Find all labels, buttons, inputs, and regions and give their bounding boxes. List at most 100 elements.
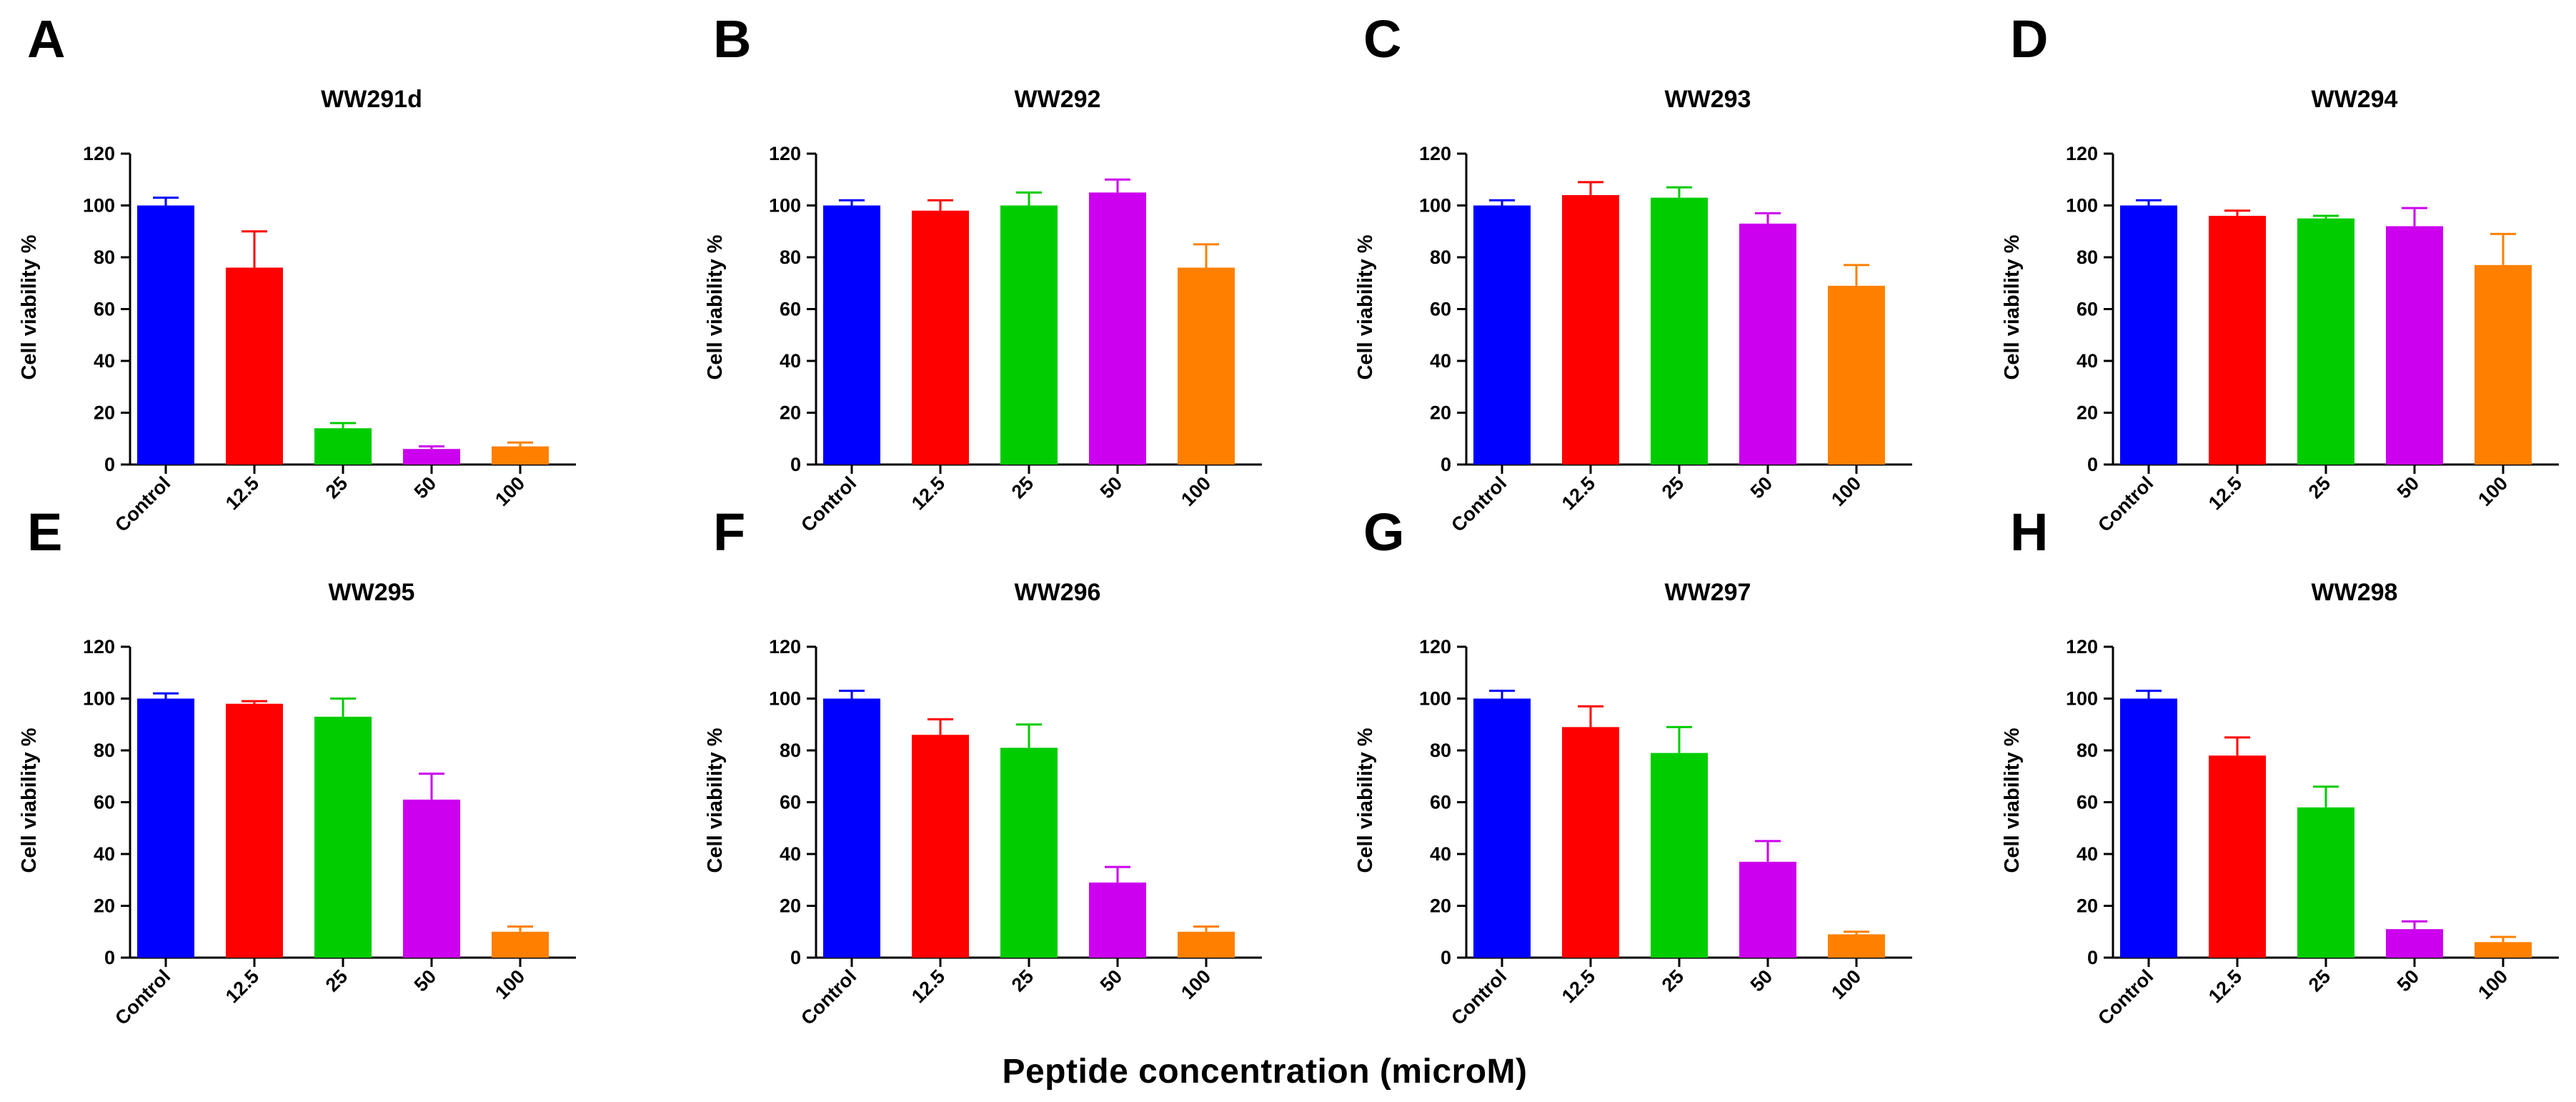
y-tick-label: 40 <box>780 350 801 372</box>
x-tick-label: 25 <box>2304 966 2334 996</box>
y-tick-label: 0 <box>104 947 115 968</box>
y-tick-label: 60 <box>1430 299 1451 320</box>
x-tick-label: Control <box>797 472 860 536</box>
y-tick-label: 60 <box>94 792 115 813</box>
bar <box>2475 264 2532 465</box>
bar <box>2209 755 2266 958</box>
y-axis-label: Cell viability % <box>704 728 727 873</box>
chart-panel-c: C WW293 Cell viability % 0 20 40 60 80 100 120 Con… <box>1354 9 1912 536</box>
bar <box>403 799 460 958</box>
bar <box>1828 934 1885 958</box>
x-tick-label: 25 <box>322 966 352 996</box>
bar <box>1089 192 1146 465</box>
y-tick-label: 20 <box>1430 895 1451 917</box>
bar <box>492 931 549 958</box>
x-tick-label: 50 <box>1096 472 1126 502</box>
y-tick-label: 40 <box>1430 843 1451 865</box>
x-tick-label: 12.5 <box>2204 966 2246 1007</box>
panel-letter: E <box>27 502 62 562</box>
chart-title: WW293 <box>1665 86 1751 113</box>
bar <box>2120 205 2177 465</box>
x-tick-label: 25 <box>322 472 352 502</box>
y-tick-label: 60 <box>94 299 115 320</box>
y-tick-label: 20 <box>94 402 115 424</box>
y-tick-label: 0 <box>790 947 801 968</box>
y-axis-label: Cell viability % <box>2001 728 2024 873</box>
y-tick-label: 20 <box>780 895 801 917</box>
bar <box>1473 698 1531 958</box>
y-tick-label: 60 <box>2077 792 2098 813</box>
x-tick-label: 25 <box>1658 472 1688 502</box>
y-tick-label: 120 <box>769 636 801 657</box>
y-tick-label: 60 <box>1430 792 1451 813</box>
x-tick-label: 12.5 <box>222 966 263 1007</box>
y-tick-label: 0 <box>1441 947 1451 968</box>
panel-letter: D <box>2010 9 2048 69</box>
x-tick-label: 12.5 <box>222 472 263 514</box>
chart-panel-g: G WW297 Cell viability % 0 20 40 60 80 100 120 Con… <box>1354 502 1912 1029</box>
y-tick-label: 120 <box>2066 636 2098 657</box>
y-tick-label: 80 <box>94 247 115 268</box>
y-axis-label: Cell viability % <box>704 234 727 379</box>
x-tick-label: 100 <box>2474 966 2512 1003</box>
x-tick-label: 50 <box>410 966 440 996</box>
x-tick-label: 50 <box>1746 472 1776 502</box>
y-tick-label: 20 <box>2077 895 2098 917</box>
bar <box>1000 748 1058 958</box>
y-tick-label: 40 <box>94 843 115 865</box>
y-tick-label: 80 <box>780 740 801 761</box>
bar <box>137 698 194 958</box>
bar <box>1562 195 1619 465</box>
y-tick-label: 120 <box>1419 143 1451 164</box>
y-tick-label: 100 <box>2066 195 2098 217</box>
y-tick-label: 100 <box>1419 688 1451 710</box>
bar <box>1178 931 1235 958</box>
y-tick-label: 20 <box>780 402 801 424</box>
chart-panel-a: A WW291d Cell viability % 0 20 40 60 80 100 120 Co… <box>18 9 576 536</box>
bar <box>2297 218 2354 465</box>
x-tick-label: Control <box>2094 966 2157 1029</box>
chart-title: WW297 <box>1665 579 1751 606</box>
chart-title: WW294 <box>2312 86 2398 113</box>
y-axis-label: Cell viability % <box>1354 728 1377 873</box>
y-tick-label: 100 <box>2066 688 2098 710</box>
bar <box>912 735 969 958</box>
y-tick-label: 0 <box>1441 454 1451 475</box>
panel-letter: A <box>27 9 65 69</box>
x-tick-label: 12.5 <box>2204 472 2246 514</box>
y-tick-label: 0 <box>2087 947 2098 968</box>
bar <box>1089 882 1146 958</box>
y-tick-label: 0 <box>2087 454 2098 475</box>
y-axis-label: Cell viability % <box>2001 234 2024 379</box>
x-tick-label: 12.5 <box>907 966 949 1007</box>
x-tick-label: Control <box>1447 472 1511 536</box>
chart-title: WW292 <box>1015 86 1101 113</box>
bar <box>823 698 880 958</box>
y-tick-label: 0 <box>790 454 801 475</box>
y-tick-label: 100 <box>83 195 115 217</box>
bar <box>2386 226 2443 465</box>
y-axis-label: Cell viability % <box>1354 234 1377 379</box>
x-tick-label: 100 <box>1827 472 1865 510</box>
bar <box>492 446 549 465</box>
x-tick-label: 50 <box>2393 966 2423 996</box>
x-tick-label: 50 <box>2393 472 2423 502</box>
x-tick-label: 100 <box>1827 966 1865 1003</box>
y-tick-label: 80 <box>1430 740 1451 761</box>
bar <box>2297 807 2354 958</box>
x-tick-label: 12.5 <box>1558 966 1599 1007</box>
y-tick-label: 20 <box>94 895 115 917</box>
y-axis-label: Cell viability % <box>18 234 41 379</box>
y-tick-label: 120 <box>83 143 115 164</box>
x-tick-label: 25 <box>1658 966 1688 996</box>
x-tick-label: 50 <box>410 472 440 502</box>
chart-panel-d: D WW294 Cell viability % 0 20 40 60 80 100 120 Con… <box>2001 9 2559 536</box>
x-tick-label: 100 <box>491 966 529 1003</box>
figure-x-axis-label: Peptide concentration (microM) <box>1002 1053 1527 1091</box>
y-tick-label: 40 <box>2077 350 2098 372</box>
bar <box>137 205 194 465</box>
y-tick-label: 120 <box>1419 636 1451 657</box>
y-tick-label: 80 <box>2077 740 2098 761</box>
x-tick-label: 25 <box>1008 966 1038 996</box>
x-tick-label: 12.5 <box>1558 472 1599 514</box>
